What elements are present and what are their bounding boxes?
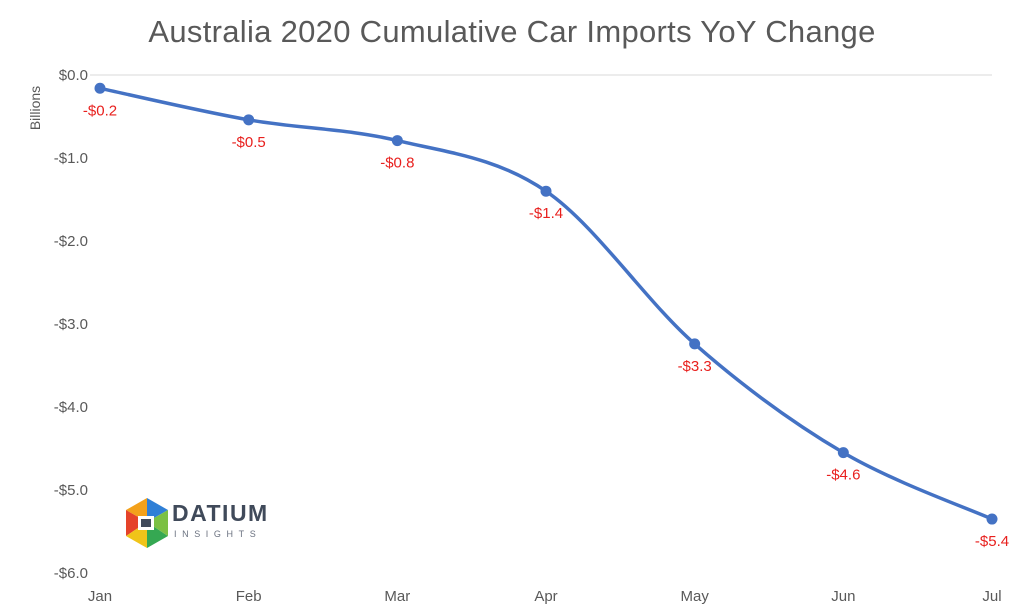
x-tick-label: Jul: [982, 588, 1001, 605]
chart-data-labels: -$0.2 -$0.5 -$0.8 -$1.4 -$3.3 -$4.6 -$5.4: [83, 102, 1009, 550]
data-point: [243, 114, 255, 126]
data-point: [689, 338, 701, 350]
data-point: [986, 513, 998, 525]
y-tick-label: -$4.0: [54, 399, 88, 416]
data-point: [540, 185, 552, 197]
data-label: -$0.8: [380, 155, 414, 172]
y-tick-label: $0.0: [59, 67, 88, 84]
y-tick-label: -$2.0: [54, 233, 88, 250]
data-label: -$5.4: [975, 533, 1009, 550]
data-label: -$4.6: [826, 467, 860, 484]
data-label: -$1.4: [529, 205, 563, 222]
data-point: [391, 135, 403, 147]
y-axis-label: Billions: [27, 86, 43, 130]
chart-series: [94, 82, 998, 525]
x-tick-label: May: [680, 588, 709, 605]
datium-logo: DATIUM INSIGHTS: [124, 496, 274, 552]
x-tick-label: Jun: [831, 588, 855, 605]
datium-hexagon-icon: [126, 498, 168, 548]
y-tick-label: -$1.0: [54, 150, 88, 167]
data-label: -$0.2: [83, 102, 117, 119]
x-tick-label: Mar: [384, 588, 410, 605]
series-line: [98, 86, 994, 521]
data-point: [94, 82, 106, 94]
x-tick-label: Jan: [88, 588, 112, 605]
chart-title: Australia 2020 Cumulative Car Imports Yo…: [148, 14, 876, 49]
y-tick-label: -$6.0: [54, 565, 88, 582]
y-tick-label: -$3.0: [54, 316, 88, 333]
x-tick-label: Feb: [236, 588, 262, 605]
y-tick-label: -$5.0: [54, 482, 88, 499]
x-tick-label: Apr: [534, 588, 557, 605]
data-label: -$0.5: [232, 134, 266, 151]
logo-wordmark: DATIUM: [172, 500, 269, 526]
chart-axes: $0.0 -$1.0 -$2.0 -$3.0 -$4.0 -$5.0 -$6.0 Billio…: [27, 67, 1002, 605]
logo-tagline: INSIGHTS: [174, 529, 262, 539]
data-point: [837, 447, 849, 459]
data-label: -$3.3: [678, 358, 712, 375]
